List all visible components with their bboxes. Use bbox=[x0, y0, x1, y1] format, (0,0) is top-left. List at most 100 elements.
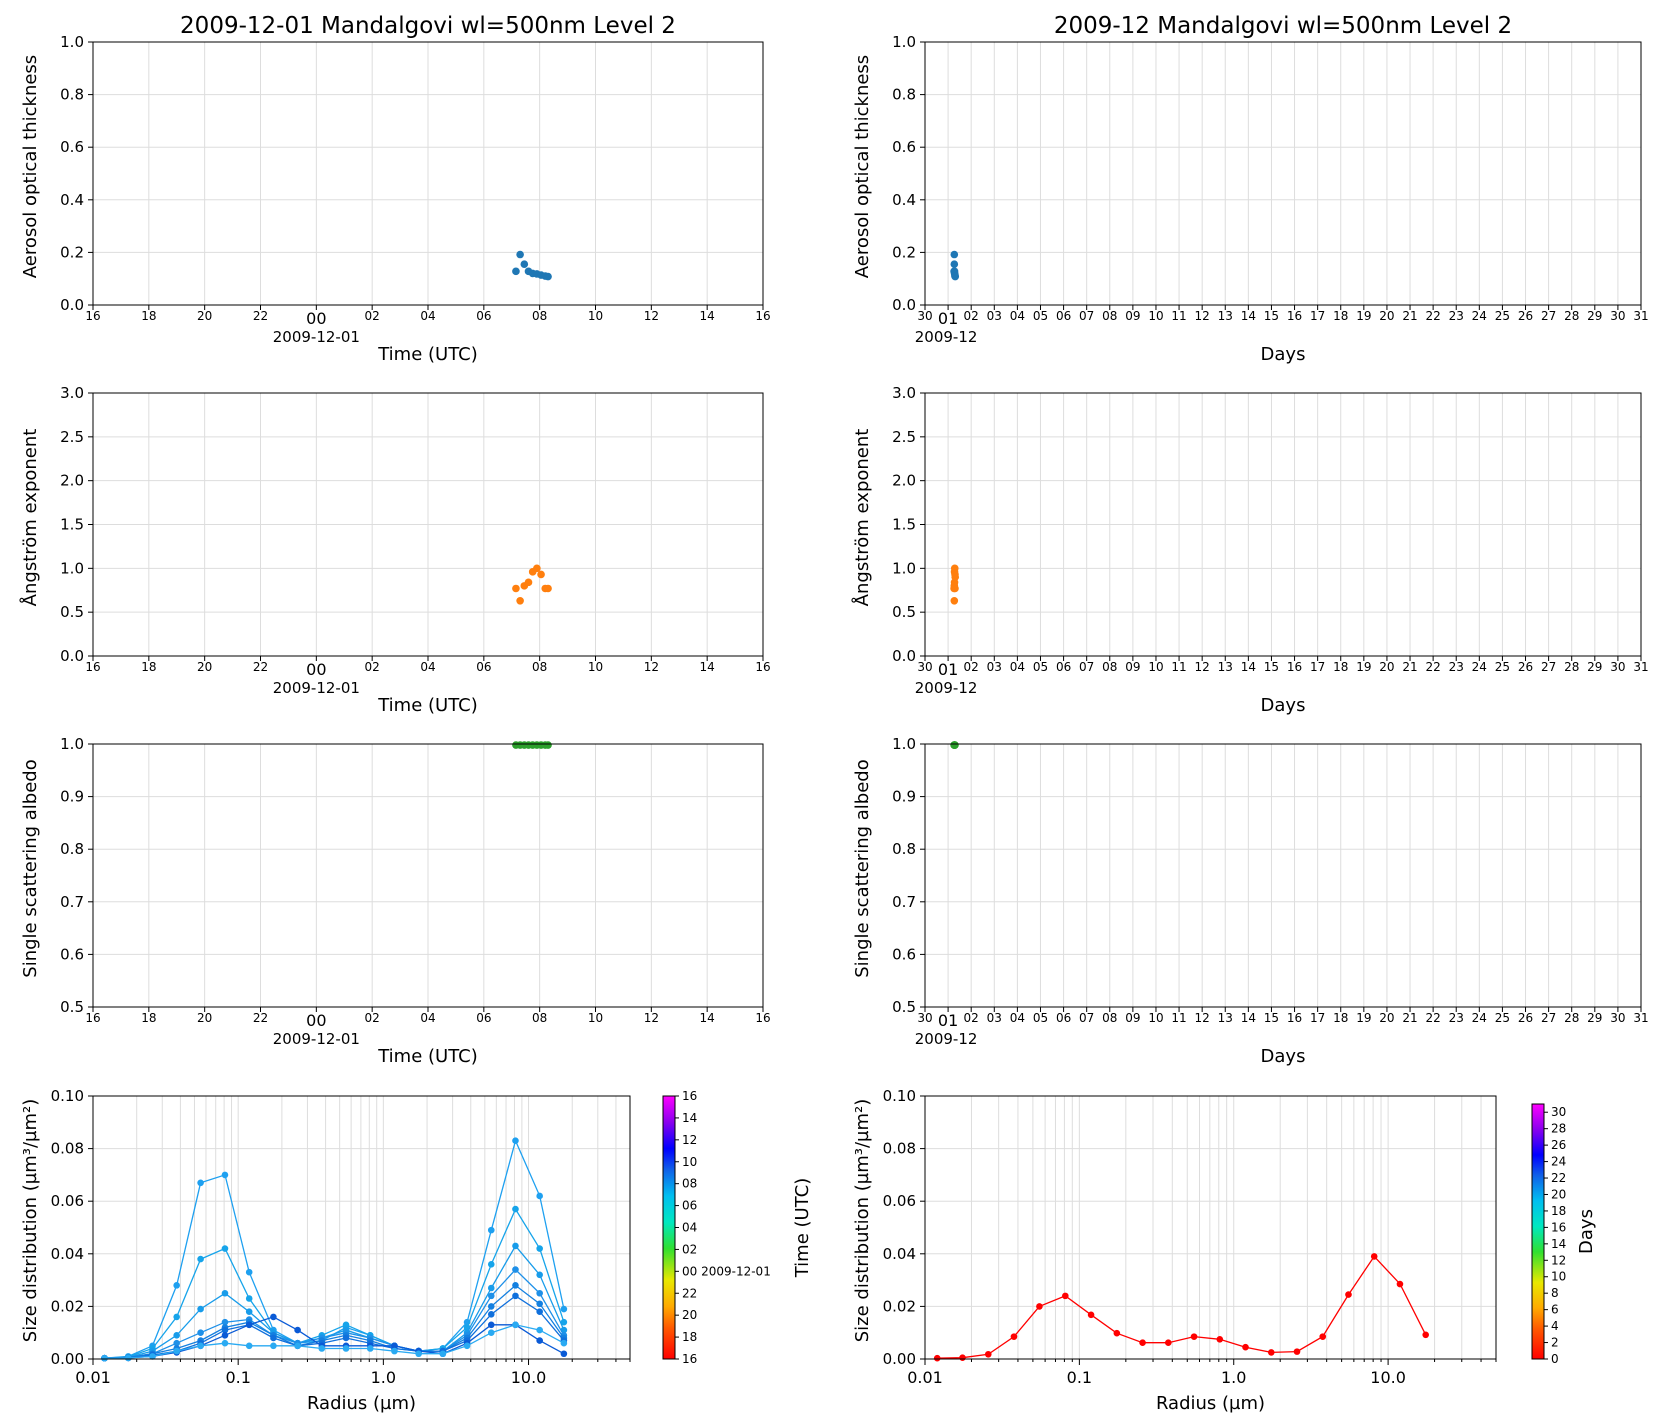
y-tick-label: 0.02 bbox=[883, 1297, 916, 1315]
x-tick-label: 03 bbox=[987, 660, 1002, 674]
x-tick-label: 26 bbox=[1518, 309, 1533, 323]
colorbar-tick-label: 10 bbox=[1551, 1270, 1566, 1284]
x-tick-label: 20 bbox=[197, 660, 212, 674]
x-tick-label: 02 bbox=[964, 1011, 979, 1025]
chart-title: 2009-12-01 Mandalgovi wl=500nm Level 2 bbox=[180, 13, 676, 39]
data-point bbox=[294, 1326, 301, 1334]
colorbar-tick-label: 20 bbox=[682, 1308, 697, 1322]
y-tick-label: 2.5 bbox=[60, 428, 84, 446]
x-tick-label: 0.01 bbox=[75, 1368, 111, 1387]
x-tick-label: 30 bbox=[1610, 1011, 1625, 1025]
x-tick-label: 29 bbox=[1587, 1011, 1602, 1025]
x-tick-label: 03 bbox=[987, 1011, 1002, 1025]
data-point bbox=[512, 1242, 519, 1250]
colorbar-tick-label: 18 bbox=[682, 1330, 697, 1344]
data-point bbox=[439, 1350, 447, 1358]
x-tick-label: 30 bbox=[917, 309, 932, 323]
data-point bbox=[544, 272, 552, 281]
data-point bbox=[1087, 1311, 1095, 1319]
x-tick-label: 28 bbox=[1564, 1011, 1579, 1025]
data-point bbox=[512, 1292, 519, 1300]
data-point bbox=[536, 1300, 543, 1308]
y-tick-label: 0.00 bbox=[883, 1350, 916, 1368]
x-tick-label: 29 bbox=[1587, 309, 1602, 323]
data-point bbox=[294, 1342, 301, 1350]
x-tick-label: 18 bbox=[1333, 1011, 1348, 1025]
data-point bbox=[1422, 1331, 1429, 1339]
x-axis-label: Radius (µm) bbox=[1156, 1393, 1265, 1414]
colorbar-tick-label: 6 bbox=[1551, 1303, 1559, 1317]
x-tick-label: 10 bbox=[588, 660, 603, 674]
series-line bbox=[104, 1207, 565, 1359]
x-tick-label: 11 bbox=[1171, 309, 1186, 323]
data-point bbox=[124, 1354, 132, 1362]
x-axis-label: Days bbox=[1261, 1046, 1306, 1067]
x-tick-label: 08 bbox=[1102, 660, 1117, 674]
x-date-label: 2009-12 bbox=[915, 1030, 978, 1048]
x-tick-label: 26 bbox=[1518, 660, 1533, 674]
data-point bbox=[342, 1345, 350, 1352]
y-tick-label: 1.0 bbox=[892, 559, 916, 577]
data-point bbox=[950, 596, 959, 605]
data-point bbox=[173, 1332, 180, 1339]
x-tick-label: 03 bbox=[987, 309, 1002, 323]
data-point bbox=[1216, 1335, 1224, 1343]
data-point bbox=[984, 1350, 992, 1358]
colorbar: 16 18 20 22 00 2009-12-01 02 04 06 08 10 12 14 16 Tim… bbox=[662, 1089, 813, 1366]
colorbar-tick-label: 22 bbox=[682, 1286, 697, 1300]
x-date-label: 2009-12-01 bbox=[273, 679, 360, 697]
y-tick-label: 2.5 bbox=[892, 428, 916, 446]
data-point bbox=[536, 1192, 543, 1200]
data-point bbox=[1139, 1339, 1146, 1346]
x-tick-label: 15 bbox=[1264, 1011, 1279, 1025]
data-point bbox=[487, 1284, 495, 1292]
x-tick-label: 1.0 bbox=[371, 1368, 396, 1387]
colorbar-tick-label: 04 bbox=[682, 1221, 697, 1235]
x-tick-label: 21 bbox=[1402, 1011, 1417, 1025]
data-point bbox=[366, 1345, 374, 1352]
data-point bbox=[1242, 1343, 1249, 1351]
x-tick-label: 18 bbox=[141, 309, 156, 323]
data-point bbox=[512, 1321, 519, 1329]
x-tick-label: 16 bbox=[1287, 309, 1302, 323]
y-axis-label: Aerosol optical thickness bbox=[20, 55, 41, 278]
colorbar-tick-label: 16 bbox=[1551, 1220, 1566, 1234]
colorbar-tick-label: 12 bbox=[1551, 1253, 1566, 1267]
data-point bbox=[536, 1337, 543, 1344]
chart-monthly_size: 0.00 0.02 0.04 0.06 0.08 0.10 0.01 0.1 1.0 10.0 Ra… bbox=[852, 1087, 1597, 1414]
x-tick-label: 05 bbox=[1033, 309, 1048, 323]
chart-daily_size: 0.00 0.02 0.04 0.06 0.08 0.10 0.01 0.1 1.0 10.0 Ra… bbox=[20, 1087, 813, 1414]
x-tick-label: 04 bbox=[1010, 1011, 1025, 1025]
x-tick-label: 20 bbox=[1379, 309, 1394, 323]
data-point bbox=[1396, 1280, 1404, 1288]
data-point bbox=[487, 1226, 495, 1234]
x-tick-label: 16 bbox=[1287, 1011, 1302, 1025]
y-tick-label: 0.04 bbox=[883, 1245, 916, 1263]
data-point bbox=[487, 1310, 495, 1318]
x-tick-label: 30 bbox=[917, 1011, 932, 1025]
x-tick-label: 12 bbox=[1195, 660, 1210, 674]
y-tick-label: 0.9 bbox=[60, 788, 84, 806]
data-point bbox=[221, 1332, 229, 1339]
x-tick-label: 12 bbox=[1195, 1011, 1210, 1025]
x-tick-label: 00 bbox=[306, 309, 326, 328]
x-tick-label: 02 bbox=[365, 309, 380, 323]
x-tick-label: 17 bbox=[1310, 660, 1325, 674]
x-tick-label: 24 bbox=[1472, 1011, 1487, 1025]
x-tick-label: 06 bbox=[1056, 1011, 1071, 1025]
data-point bbox=[173, 1282, 180, 1289]
x-axis-label: Radius (µm) bbox=[307, 1393, 416, 1414]
x-tick-label: 30 bbox=[1610, 309, 1625, 323]
series-line bbox=[104, 1268, 565, 1359]
y-tick-label: 0.8 bbox=[60, 86, 84, 104]
data-point bbox=[524, 578, 533, 587]
x-tick-label: 18 bbox=[1333, 309, 1348, 323]
colorbar-tick-label: 22 bbox=[1551, 1171, 1566, 1185]
y-tick-label: 0.04 bbox=[51, 1245, 84, 1263]
x-tick-label: 23 bbox=[1449, 660, 1464, 674]
y-tick-label: 0.6 bbox=[892, 945, 916, 963]
